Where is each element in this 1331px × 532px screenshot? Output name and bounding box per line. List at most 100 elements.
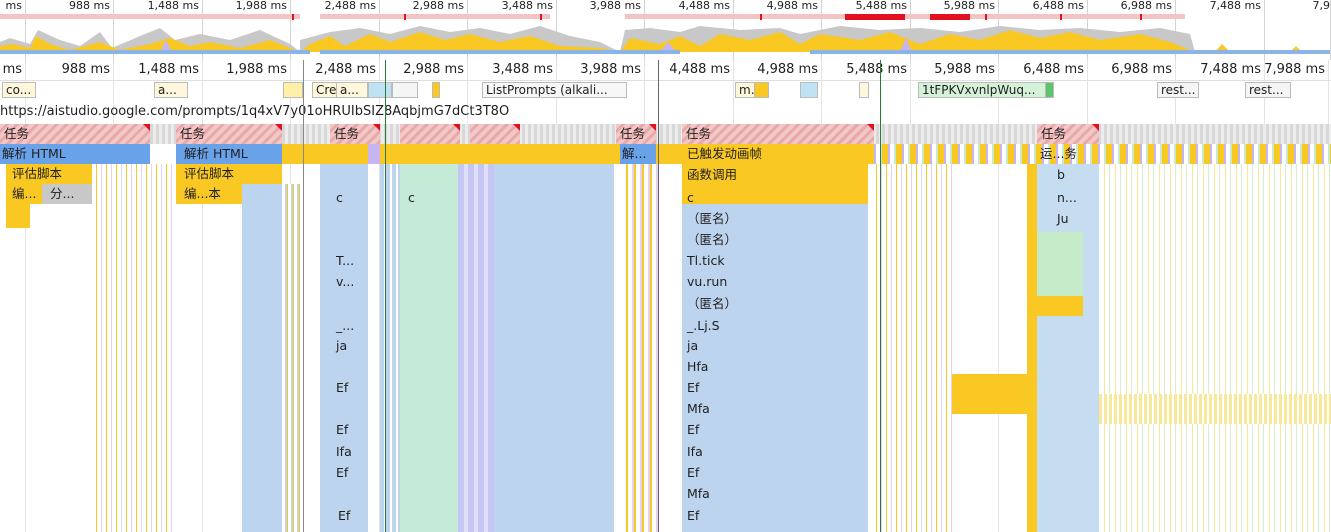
network-request[interactable]: co...	[2, 82, 36, 98]
overview-tick: 3,488 ms	[468, 0, 557, 60]
network-request[interactable]: ListPrompts (alkali...	[482, 82, 627, 98]
task-block[interactable]	[470, 124, 520, 144]
ruler-tick: 5,988 ms	[911, 60, 999, 532]
compile-bar[interactable]	[176, 184, 242, 204]
compile-label: 编...	[12, 186, 37, 201]
overview-tick: 1,488 ms	[114, 0, 203, 60]
main-thread-url[interactable]: https://aistudio.google.com/prompts/1q4x…	[0, 104, 510, 119]
flame-chart[interactable]: 任务 任务 任务 任务 任务 任务 解析 HTML 评估脚本 编... 分...…	[0, 124, 1331, 532]
network-request[interactable]: rest...	[1157, 82, 1199, 98]
function-label: T...	[336, 253, 355, 268]
thin-call-stacks	[872, 164, 952, 532]
animation-frame-label: 已触发动画帧	[687, 146, 763, 161]
ruler-tick: 1,988 ms	[203, 60, 291, 532]
function-label: b	[1057, 167, 1065, 182]
parse-html-bar[interactable]	[0, 144, 150, 164]
parse-html-bar[interactable]	[176, 144, 282, 164]
parse-html-label: 解...	[622, 146, 647, 161]
task-block[interactable]: 任务	[682, 124, 874, 144]
function-label: Ef	[687, 422, 700, 437]
animation-frame-bar[interactable]	[682, 144, 868, 204]
call-stack	[1027, 164, 1037, 532]
ruler-tick: 3,988 ms	[557, 60, 645, 532]
network-request[interactable]	[283, 82, 303, 98]
thin-call-stacks	[282, 184, 302, 532]
function-label: _.Lj.S	[687, 318, 720, 333]
ruler-tick: 2,488 ms	[291, 60, 380, 532]
call-stack	[1037, 164, 1099, 532]
call-stack	[458, 164, 494, 532]
network-request[interactable]: a...	[154, 82, 188, 98]
overview-tick: 1,988 ms	[203, 0, 291, 60]
dense-script-row	[868, 144, 1331, 164]
ruler-tick: 1,488 ms	[114, 60, 203, 532]
overview-red-mark	[760, 14, 762, 20]
parse-html-label: 解析 HTML	[2, 146, 66, 161]
ruler-tick: 6,488 ms	[999, 60, 1088, 532]
function-label: ja	[687, 338, 699, 353]
function-label: Ef	[687, 508, 700, 523]
call-stack	[494, 164, 614, 532]
overview-long-task-strip	[625, 14, 1185, 19]
evaluate-script-bar[interactable]	[176, 164, 282, 184]
overview-red-mark	[540, 14, 542, 20]
overview-tick: 6,988 ms	[1088, 0, 1176, 60]
marker-line	[303, 60, 304, 532]
network-request[interactable]	[859, 82, 869, 98]
ruler-tick: 7,488 ms	[1176, 60, 1265, 532]
network-request[interactable]	[800, 82, 818, 98]
call-stack	[320, 164, 368, 532]
script-bar[interactable]	[6, 204, 30, 228]
network-request[interactable]	[1045, 82, 1054, 98]
marker-line	[658, 60, 659, 532]
overview-red-mark	[985, 14, 987, 20]
network-request[interactable]: a...	[336, 82, 368, 98]
parse-bar[interactable]	[42, 184, 92, 204]
function-label: Mfa	[687, 401, 710, 416]
task-run-label: 运...务	[1040, 146, 1077, 161]
thin-call-stacks	[92, 164, 172, 532]
network-request[interactable]	[392, 82, 418, 98]
task-block[interactable]: 任务	[176, 124, 282, 144]
task-block[interactable]	[400, 124, 460, 144]
function-label: Ef	[338, 508, 351, 523]
overview-red-mark	[404, 14, 406, 20]
parse-html-label: 解析 HTML	[184, 146, 248, 161]
overview-activity-graph[interactable]	[0, 12, 1331, 56]
overview-red-mark	[1060, 14, 1062, 20]
network-request[interactable]: rest...	[1245, 82, 1291, 98]
parse-html-bar[interactable]	[620, 144, 656, 164]
overview-network-bar	[320, 50, 680, 54]
ruler-tick: ms	[0, 60, 26, 532]
function-label: Tl.tick	[687, 253, 725, 268]
function-label: Ef	[687, 380, 700, 395]
function-label: （匿名）	[687, 296, 738, 311]
task-block[interactable]: 任务	[616, 124, 656, 144]
network-request[interactable]	[432, 82, 440, 98]
network-request[interactable]	[368, 82, 392, 98]
function-label: c	[687, 190, 694, 205]
overview-red-mark	[292, 14, 294, 20]
task-block[interactable]: 任务	[1037, 124, 1099, 144]
function-call-label: 函数调用	[687, 167, 738, 182]
overview-tick: 988 ms	[26, 0, 114, 60]
network-request[interactable]	[754, 82, 769, 98]
function-label: c	[336, 190, 343, 205]
network-track: co... a... Cre a... ListPrompts (alkali.…	[0, 80, 1331, 101]
function-label: ja	[336, 338, 348, 353]
overview-red-mark	[1140, 14, 1142, 20]
function-label: c	[408, 190, 415, 205]
evaluate-script-bar[interactable]	[6, 164, 114, 184]
compile-label: 编...本	[184, 186, 221, 201]
function-label: Hfa	[687, 359, 709, 374]
task-block[interactable]: 任务	[0, 124, 150, 144]
task-block[interactable]: 任务	[330, 124, 380, 144]
function-label: Mfa	[687, 486, 710, 501]
overview-long-task-strip	[320, 14, 550, 19]
compile-bar[interactable]	[6, 184, 42, 204]
function-label: Ju	[1057, 211, 1069, 226]
parse-label: 分...	[50, 186, 75, 201]
ruler-tick: 4,988 ms	[734, 60, 822, 532]
network-request[interactable]: 1tFPKVxvnlpWuq...	[918, 82, 1054, 98]
network-request[interactable]: Cre	[312, 82, 338, 98]
